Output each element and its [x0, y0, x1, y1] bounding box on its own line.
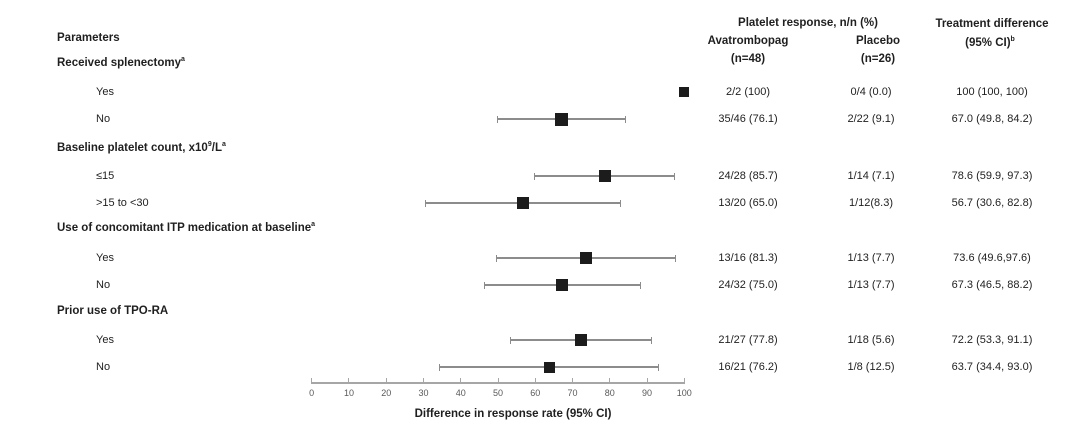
x-axis-tick-label: 30	[418, 388, 429, 398]
estimate-marker	[556, 279, 569, 291]
x-axis-tick	[609, 378, 611, 382]
platelet-response-group-header: Platelet response, n/n (%)	[738, 17, 878, 29]
x-axis-tick	[683, 378, 685, 382]
ci-cap-high	[624, 115, 626, 123]
placebo-value: 1/8 (12.5)	[847, 361, 895, 373]
avatrombopag-value: 24/32 (75.0)	[718, 279, 778, 291]
avatrombopag-value: 13/20 (65.0)	[718, 197, 778, 209]
ci-cap-low	[509, 336, 511, 344]
placebo-value: 1/12(8.3)	[848, 197, 894, 209]
row-label: No	[96, 279, 111, 291]
ci-label-text: (95% CI)	[965, 37, 1011, 49]
x-axis-tick-label: 20	[381, 388, 392, 398]
treatment-difference-value: 63.7 (34.4, 93.0)	[951, 361, 1033, 373]
treatment-difference-value: 56.7 (30.6, 82.8)	[951, 197, 1033, 209]
estimate-marker	[516, 197, 529, 209]
x-axis-tick-label: 90	[642, 388, 653, 398]
x-axis-title: Difference in response rate (95% CI)	[414, 408, 612, 420]
x-axis-tick	[497, 378, 499, 382]
treatment-difference-ci-label: (95% CI)b	[965, 36, 1015, 49]
group-label: Baseline platelet count, x109/La	[57, 141, 226, 154]
avatrombopag-column-header: Avatrombopag	[707, 35, 789, 47]
treatment-difference-value: 67.0 (49.8, 84.2)	[951, 113, 1033, 125]
avatrombopag-value: 2/2 (100)	[725, 86, 771, 98]
ci-cap-low	[439, 363, 441, 371]
treatment-difference-value: 100 (100, 100)	[956, 86, 1028, 98]
x-axis-tick	[460, 378, 462, 382]
avatrombopag-value: 13/16 (81.3)	[718, 252, 778, 264]
x-axis-tick	[534, 378, 536, 382]
row-label: No	[96, 113, 111, 125]
ci-cap-low	[496, 115, 498, 123]
x-axis-tick-label: 60	[530, 388, 541, 398]
placebo-column-header: Placebo	[855, 35, 901, 47]
x-axis-tick-label: 0	[309, 388, 315, 398]
estimate-marker	[543, 361, 555, 373]
placebo-value: 1/13 (7.7)	[847, 279, 895, 291]
x-axis-tick-label: 100	[676, 388, 692, 398]
parameters-column-header: Parameters	[57, 32, 120, 44]
x-axis-tick-label: 70	[567, 388, 578, 398]
treatment-difference-column-header: Treatment difference	[935, 18, 1049, 30]
avatrombopag-value: 21/27 (77.8)	[718, 334, 778, 346]
row-label: No	[96, 361, 111, 373]
placebo-value: 0/4 (0.0)	[850, 86, 892, 98]
treatment-difference-value: 78.6 (59.9, 97.3)	[951, 170, 1033, 182]
x-axis-tick	[422, 378, 424, 382]
ci-cap-high	[650, 336, 652, 344]
avatrombopag-value: 24/28 (85.7)	[718, 170, 778, 182]
ci-cap-high	[673, 172, 675, 180]
placebo-value: 1/13 (7.7)	[847, 252, 895, 264]
row-label: Yes	[96, 86, 114, 98]
estimate-marker	[554, 112, 568, 126]
treatment-difference-value: 67.3 (46.5, 88.2)	[951, 279, 1033, 291]
x-axis-tick-label: 50	[492, 388, 504, 398]
x-axis-line	[310, 382, 686, 384]
row-label: ≤15	[96, 170, 115, 182]
avatrombopag-value: 35/46 (76.1)	[718, 113, 778, 125]
avatrombopag-n-label: (n=48)	[730, 53, 766, 65]
estimate-marker	[574, 334, 587, 346]
group-label: Received splenectomya	[57, 56, 185, 69]
x-axis-tick-label: 40	[455, 388, 466, 398]
row-label: Yes	[96, 252, 114, 264]
ci-cap-high	[674, 254, 676, 262]
placebo-value: 1/14 (7.1)	[847, 170, 895, 182]
group-label: Prior use of TPO-RA	[57, 305, 169, 317]
placebo-value: 1/18 (5.6)	[847, 334, 895, 346]
x-axis-tick	[311, 378, 313, 382]
ci-cap-high	[619, 199, 621, 207]
group-label: Use of concomitant ITP medication at bas…	[57, 221, 316, 234]
ci-cap-low	[484, 281, 486, 289]
avatrombopag-value: 16/21 (76.2)	[718, 361, 778, 373]
ci-cap-low	[496, 254, 497, 262]
ci-cap-high	[639, 281, 641, 289]
placebo-value: 2/22 (9.1)	[847, 113, 895, 125]
treatment-difference-value: 73.6 (49.6,97.6)	[953, 252, 1031, 264]
x-axis-tick	[646, 378, 648, 382]
estimate-marker	[679, 87, 690, 97]
x-axis-tick-label: 80	[604, 388, 615, 398]
treatment-difference-value: 72.2 (53.3, 91.1)	[951, 334, 1033, 346]
ci-cap-high	[657, 363, 659, 371]
footnote-b-marker: b	[1010, 36, 1015, 44]
ci-cap-low	[534, 172, 536, 180]
estimate-marker	[579, 252, 592, 264]
estimate-marker	[598, 170, 611, 182]
x-axis-tick	[572, 378, 574, 382]
row-label: >15 to <30	[96, 197, 149, 209]
x-axis-tick	[348, 378, 350, 382]
x-axis-tick-label: 10	[343, 388, 354, 398]
placebo-n-label: (n=26)	[860, 53, 896, 65]
row-label: Yes	[96, 334, 114, 346]
x-axis-tick	[385, 378, 387, 382]
ci-cap-low	[425, 199, 427, 207]
